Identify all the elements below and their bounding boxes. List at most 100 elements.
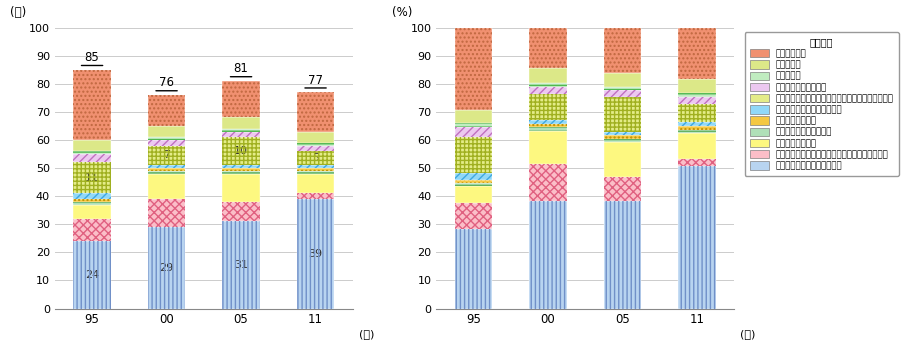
- Bar: [679, 166, 716, 309]
- Bar: [529, 87, 567, 94]
- Bar: [679, 93, 716, 97]
- Bar: [297, 199, 334, 309]
- Bar: [297, 131, 334, 143]
- Bar: [148, 165, 185, 168]
- Bar: [455, 183, 492, 186]
- Bar: [73, 219, 111, 241]
- Bar: [297, 168, 334, 171]
- Bar: [73, 151, 111, 154]
- Bar: [455, 180, 492, 183]
- Bar: [73, 154, 111, 162]
- Bar: [223, 165, 260, 168]
- Bar: [455, 127, 492, 137]
- Bar: [297, 146, 334, 151]
- Bar: [679, 93, 716, 97]
- Bar: [223, 81, 260, 117]
- Bar: [223, 168, 260, 171]
- Bar: [297, 199, 334, 309]
- Bar: [297, 165, 334, 168]
- Bar: [455, 137, 492, 173]
- Bar: [604, 90, 641, 97]
- Bar: [529, 131, 567, 164]
- Bar: [679, 166, 716, 309]
- Bar: [297, 168, 334, 171]
- Text: 7: 7: [163, 150, 170, 160]
- Bar: [223, 171, 260, 174]
- Bar: [148, 126, 185, 137]
- Bar: [679, 126, 716, 130]
- Bar: [529, 83, 567, 87]
- Bar: [297, 165, 334, 168]
- Bar: [73, 219, 111, 241]
- Bar: [297, 143, 334, 146]
- Text: 29: 29: [159, 263, 174, 273]
- Bar: [604, 201, 641, 309]
- Bar: [679, 28, 716, 79]
- Bar: [223, 129, 260, 131]
- Bar: [529, 120, 567, 124]
- Bar: [73, 205, 111, 219]
- Bar: [455, 229, 492, 309]
- Bar: [148, 137, 185, 140]
- Bar: [529, 124, 567, 127]
- Bar: [223, 117, 260, 129]
- Bar: [455, 173, 492, 180]
- Bar: [604, 97, 641, 132]
- Bar: [529, 94, 567, 120]
- Bar: [148, 171, 185, 174]
- Bar: [679, 97, 716, 104]
- Bar: [223, 81, 260, 117]
- Bar: [73, 199, 111, 202]
- Bar: [297, 92, 334, 131]
- Bar: [73, 202, 111, 205]
- Bar: [604, 87, 641, 90]
- Bar: [679, 79, 716, 93]
- Bar: [223, 137, 260, 165]
- Bar: [604, 73, 641, 87]
- Bar: [455, 28, 492, 110]
- Bar: [529, 164, 567, 201]
- Bar: [604, 177, 641, 201]
- Bar: [148, 199, 185, 227]
- Bar: [679, 126, 716, 130]
- Bar: [148, 140, 185, 146]
- Bar: [455, 28, 492, 110]
- Bar: [604, 132, 641, 135]
- Bar: [455, 123, 492, 127]
- Bar: [223, 222, 260, 309]
- Bar: [529, 28, 567, 68]
- Bar: [455, 203, 492, 229]
- Bar: [297, 171, 334, 174]
- Bar: [223, 171, 260, 174]
- Bar: [604, 139, 641, 142]
- Bar: [73, 140, 111, 151]
- Bar: [604, 97, 641, 132]
- Bar: [604, 135, 641, 139]
- Text: (年): (年): [359, 329, 374, 339]
- Text: 10: 10: [234, 146, 248, 156]
- Bar: [297, 151, 334, 165]
- Text: 31: 31: [234, 260, 248, 270]
- Bar: [604, 201, 641, 309]
- Bar: [529, 164, 567, 201]
- Bar: [529, 83, 567, 87]
- Bar: [604, 177, 641, 201]
- Bar: [73, 162, 111, 193]
- Text: 11: 11: [85, 173, 99, 183]
- Bar: [679, 104, 716, 122]
- Bar: [529, 201, 567, 309]
- Bar: [604, 28, 641, 73]
- Bar: [455, 127, 492, 137]
- Bar: [73, 202, 111, 205]
- Bar: [297, 193, 334, 199]
- Bar: [223, 131, 260, 137]
- Bar: [148, 95, 185, 126]
- Bar: [223, 202, 260, 222]
- Bar: [679, 79, 716, 93]
- Bar: [679, 130, 716, 133]
- Bar: [455, 229, 492, 309]
- Bar: [148, 227, 185, 309]
- Bar: [679, 133, 716, 159]
- Bar: [604, 28, 641, 73]
- Text: (年): (年): [740, 329, 756, 339]
